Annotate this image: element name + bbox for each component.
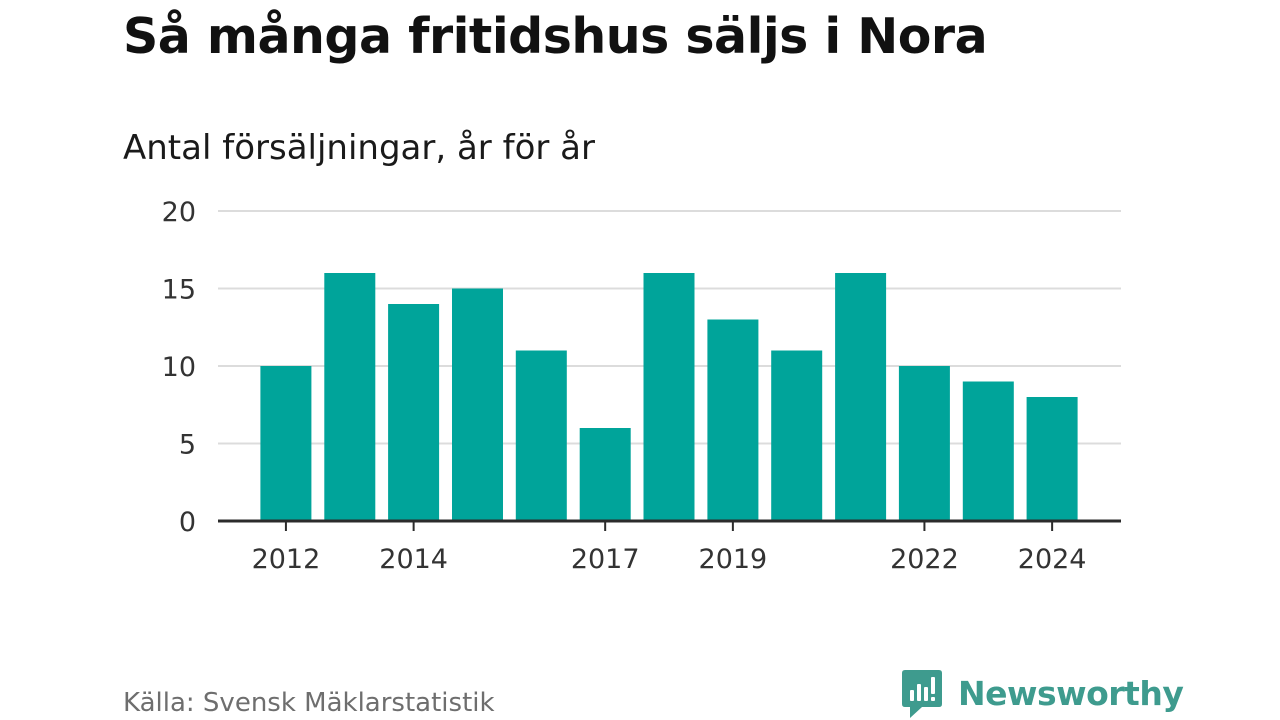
bar-chart: 0 5 10 15 20 2012 2014 2017 2019 2022 2024 <box>162 197 1121 575</box>
y-tick-label: 0 <box>179 507 196 538</box>
x-tick-label: 2012 <box>252 544 321 575</box>
bar-2014 <box>388 304 440 521</box>
x-tick-label: 2019 <box>699 544 768 575</box>
bar-2023 <box>962 381 1014 521</box>
bar-2024 <box>1026 397 1078 521</box>
x-tick-label: 2024 <box>1018 544 1087 575</box>
x-tick-label: 2014 <box>379 544 448 575</box>
x-tick-label: 2017 <box>571 544 640 575</box>
bar-2015 <box>452 288 503 521</box>
bar-2017 <box>579 428 631 521</box>
y-tick-label: 5 <box>179 430 196 461</box>
x-axis-ticks: 2012 2014 2017 2019 2022 2024 <box>252 521 1087 575</box>
brand-name: Newsworthy <box>958 674 1184 713</box>
bar-2018 <box>643 273 695 521</box>
chart-title: Så många fritidshus säljs i Nora <box>123 8 988 65</box>
chart-subtitle: Antal försäljningar, år för år <box>123 128 595 168</box>
bar-2020 <box>771 350 823 521</box>
x-tick-label: 2022 <box>890 544 959 575</box>
brand-logo: Newsworthy <box>902 668 1184 720</box>
y-tick-label: 15 <box>162 275 196 306</box>
source-note: Källa: Svensk Mäklarstatistik <box>123 688 495 718</box>
y-axis-ticks: 0 5 10 15 20 <box>162 197 196 538</box>
bar-2016 <box>515 350 567 521</box>
bar-2022 <box>898 366 950 521</box>
bar-2012 <box>260 366 312 521</box>
bar-2013 <box>324 273 376 521</box>
bar-2019 <box>707 319 759 521</box>
y-tick-label: 20 <box>162 197 196 228</box>
newsworthy-logo-icon <box>902 670 942 718</box>
y-tick-label: 10 <box>162 352 196 383</box>
bars <box>260 273 1078 521</box>
bar-2021 <box>835 273 887 521</box>
